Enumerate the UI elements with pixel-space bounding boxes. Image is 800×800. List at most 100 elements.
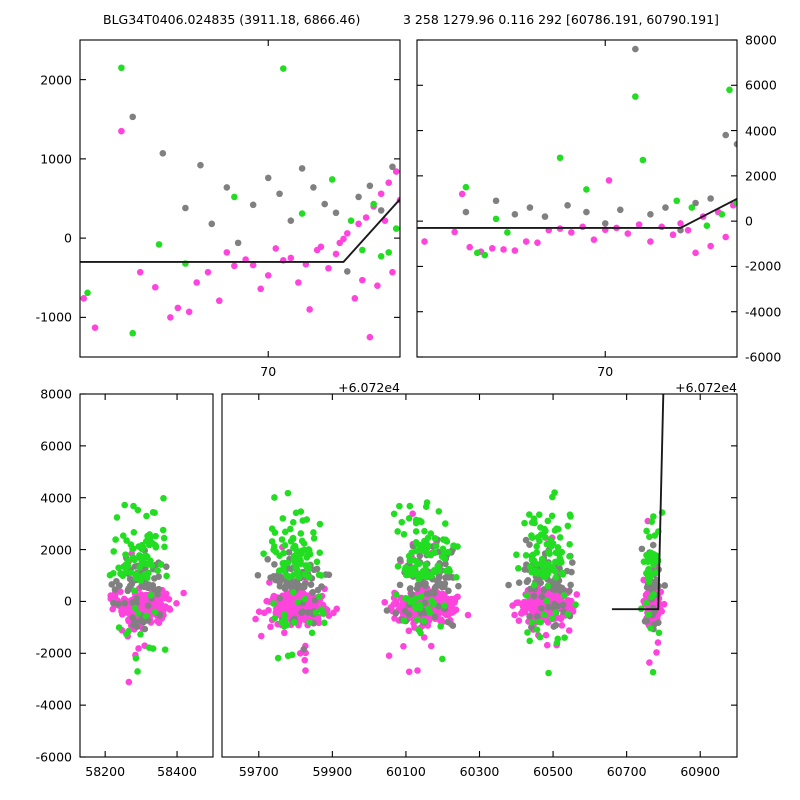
data-point	[406, 502, 414, 510]
data-point	[159, 526, 167, 534]
data-point	[412, 605, 419, 612]
data-point	[254, 571, 262, 579]
data-point	[383, 607, 391, 614]
data-point	[299, 517, 307, 524]
data-point	[113, 577, 120, 585]
data-point	[400, 141, 407, 148]
data-point	[438, 122, 445, 129]
data-point	[268, 538, 276, 545]
data-point	[454, 593, 461, 601]
data-point	[267, 623, 274, 631]
data-point	[167, 314, 174, 321]
data-point	[396, 502, 403, 510]
data-point	[287, 217, 295, 224]
data-point	[745, 193, 752, 200]
data-point	[161, 543, 168, 551]
data-point	[396, 581, 404, 589]
data-point	[311, 597, 319, 604]
data-point	[422, 561, 429, 568]
data-point	[197, 161, 204, 169]
data-point	[129, 329, 137, 337]
data-point	[655, 629, 663, 637]
data-point	[650, 561, 657, 569]
data-point	[551, 489, 558, 496]
data-point	[151, 283, 159, 291]
data-point	[558, 622, 566, 629]
data-point	[737, 222, 744, 229]
data-point	[439, 655, 446, 663]
data-point	[535, 511, 543, 518]
data-point	[290, 589, 297, 596]
data-point	[130, 502, 137, 510]
y-tick-label: -4000	[35, 697, 72, 713]
data-point	[115, 600, 122, 608]
data-point	[533, 626, 541, 633]
data-point	[449, 80, 456, 87]
data-point	[118, 64, 125, 72]
data-point	[573, 591, 581, 598]
data-point	[430, 590, 438, 597]
y-tick-label: -4000	[745, 304, 782, 320]
data-point	[270, 600, 277, 607]
data-point	[173, 600, 180, 607]
data-point	[137, 631, 144, 638]
data-point	[152, 542, 160, 550]
data-point	[276, 190, 283, 198]
data-point	[537, 618, 544, 626]
data-point	[303, 564, 311, 571]
data-point	[404, 289, 411, 296]
data-point	[564, 522, 572, 530]
data-point	[413, 558, 421, 566]
data-point	[458, 190, 466, 198]
data-point	[124, 557, 131, 565]
data-point	[129, 113, 137, 121]
data-point	[270, 593, 278, 600]
data-point	[423, 268, 430, 275]
data-point	[673, 197, 681, 205]
data-point	[180, 589, 187, 597]
data-point	[554, 581, 561, 589]
data-point	[521, 519, 528, 527]
data-point	[446, 567, 453, 575]
data-point	[544, 517, 552, 525]
data-point	[540, 611, 548, 619]
data-point	[185, 308, 193, 316]
data-point	[431, 157, 438, 164]
data-point	[449, 145, 456, 152]
data-point	[155, 573, 162, 581]
data-point	[524, 629, 531, 636]
data-point	[159, 150, 167, 157]
data-point	[273, 608, 281, 615]
data-point	[424, 605, 432, 613]
data-point	[321, 619, 328, 627]
data-point	[271, 494, 278, 501]
y-tick-label: 8000	[745, 32, 777, 48]
data-point	[639, 156, 647, 164]
data-point	[127, 582, 134, 590]
data-point	[641, 617, 649, 625]
data-point	[406, 598, 414, 606]
data-point	[441, 602, 448, 609]
data-point	[343, 268, 351, 275]
data-point	[435, 573, 443, 580]
data-point	[405, 514, 413, 522]
data-point	[492, 215, 500, 223]
data-point	[565, 603, 573, 610]
data-point	[538, 604, 545, 612]
data-point	[545, 669, 552, 677]
data-point	[392, 598, 400, 605]
data-point	[526, 204, 534, 211]
data-point	[390, 510, 398, 518]
data-point	[284, 559, 292, 567]
data-point	[132, 654, 140, 662]
data-point	[392, 591, 400, 599]
data-point	[559, 571, 567, 578]
data-point	[452, 606, 460, 614]
data-point	[122, 568, 130, 576]
data-point	[405, 552, 413, 560]
data-point	[424, 550, 431, 558]
data-point	[646, 659, 653, 666]
y-tick-label: 4000	[745, 123, 777, 139]
data-point	[522, 552, 530, 559]
data-point	[430, 600, 437, 607]
